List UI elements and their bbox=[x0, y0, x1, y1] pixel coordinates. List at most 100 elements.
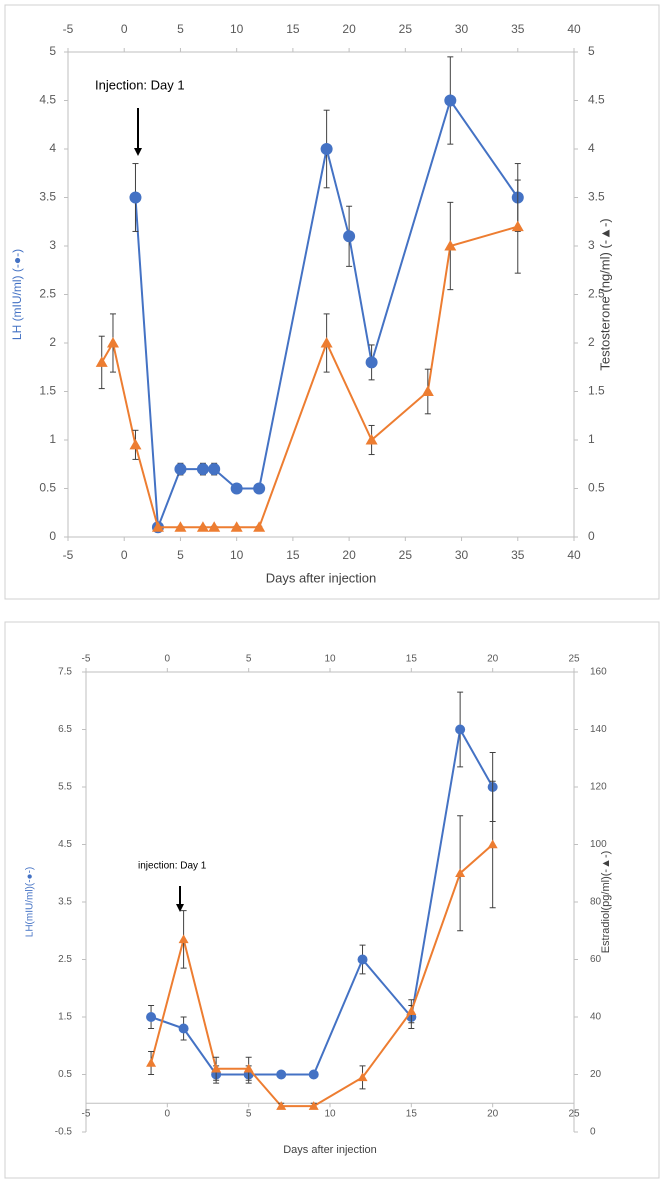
x2-tick-label: 20 bbox=[342, 22, 356, 36]
data-point bbox=[444, 240, 457, 251]
series-line bbox=[134, 98, 519, 528]
y-tick-label: 5.5 bbox=[58, 782, 72, 793]
y-tick-label: 4.5 bbox=[58, 839, 72, 850]
y2-tick-label: 4 bbox=[588, 141, 595, 155]
x-tick-label: 5 bbox=[177, 548, 184, 562]
y-tick-label: 0 bbox=[49, 529, 56, 543]
y2-tick-label: 20 bbox=[590, 1069, 602, 1080]
y2-tick-label: 40 bbox=[590, 1012, 602, 1023]
data-point bbox=[455, 724, 466, 735]
data-point bbox=[444, 94, 457, 107]
y2-tick-label: 0.5 bbox=[588, 481, 605, 495]
x-tick-label: 25 bbox=[399, 548, 413, 562]
series-line bbox=[150, 726, 494, 1076]
data-point bbox=[357, 1072, 368, 1082]
x2-tick-label: 40 bbox=[567, 22, 581, 36]
x-tick-label: -5 bbox=[63, 548, 74, 562]
x-tick-label: 20 bbox=[487, 1109, 499, 1120]
x2-tick-label: 35 bbox=[511, 22, 525, 36]
x2-tick-label: -5 bbox=[63, 22, 74, 36]
data-point bbox=[308, 1069, 319, 1080]
data-point bbox=[211, 1063, 222, 1073]
data-point bbox=[146, 1012, 157, 1022]
y2-tick-label: 3 bbox=[588, 238, 595, 252]
data-point bbox=[320, 143, 333, 155]
arrow-head bbox=[134, 148, 142, 156]
data-point bbox=[208, 521, 221, 532]
annotation: Injection: Day 1 bbox=[95, 77, 185, 92]
x-tick-label: 10 bbox=[230, 548, 244, 562]
y-tick-label: 4 bbox=[49, 141, 56, 155]
x-tick-label: 0 bbox=[165, 1109, 171, 1120]
data-point bbox=[357, 954, 368, 965]
data-point bbox=[455, 868, 466, 877]
data-point bbox=[276, 1101, 287, 1110]
y-axis-label: LH (mIU/ml) (-●-) bbox=[10, 249, 24, 340]
x2-tick-label: -5 bbox=[82, 654, 91, 665]
x-tick-label: 15 bbox=[406, 1109, 418, 1120]
x-tick-label: -5 bbox=[82, 1109, 91, 1120]
arrow-head bbox=[176, 904, 184, 912]
x-axis-label: Days after injection bbox=[266, 570, 377, 585]
data-point bbox=[146, 1058, 157, 1067]
x2-tick-label: 25 bbox=[399, 22, 413, 36]
data-point bbox=[151, 521, 164, 532]
y-tick-label: 2.5 bbox=[39, 287, 56, 301]
data-point bbox=[276, 1069, 287, 1080]
x-tick-label: 35 bbox=[511, 548, 525, 562]
y-tick-label: 2 bbox=[49, 335, 56, 349]
x2-tick-label: 5 bbox=[177, 22, 184, 36]
y-tick-label: 7.5 bbox=[58, 667, 72, 678]
y2-tick-label: 3.5 bbox=[588, 190, 605, 204]
x-tick-label: 5 bbox=[246, 1109, 252, 1120]
data-point bbox=[178, 934, 189, 944]
y-tick-label: 1.5 bbox=[39, 384, 56, 398]
x2-tick-label: 15 bbox=[406, 654, 418, 665]
data-point bbox=[129, 191, 142, 204]
y-tick-label: 3 bbox=[49, 238, 56, 252]
data-point bbox=[320, 337, 333, 348]
y2-tick-label: 2.5 bbox=[588, 287, 605, 301]
panel-frame bbox=[4, 4, 660, 600]
data-point bbox=[106, 337, 119, 348]
x2-tick-label: 15 bbox=[286, 22, 300, 36]
data-point bbox=[308, 1101, 319, 1110]
data-point bbox=[511, 220, 524, 232]
y2-tick-label: 0 bbox=[590, 1127, 596, 1138]
panel-frame bbox=[4, 621, 660, 1179]
y-tick-label: 6.5 bbox=[58, 724, 72, 735]
data-point bbox=[243, 1063, 254, 1073]
x-tick-label: 20 bbox=[342, 548, 356, 562]
y2-axis-label: Testosterone (ng/ml) (-▲-) bbox=[597, 218, 612, 370]
y-tick-label: 0.5 bbox=[39, 481, 56, 495]
data-point bbox=[365, 356, 378, 369]
y2-tick-label: 4.5 bbox=[588, 93, 605, 107]
y2-tick-label: 120 bbox=[590, 782, 607, 793]
y2-axis-label: Estradiol(pg/ml)(-▲-) bbox=[600, 851, 612, 954]
x-axis-label: Days after injection bbox=[283, 1144, 377, 1156]
x2-tick-label: 0 bbox=[165, 654, 171, 665]
data-point bbox=[196, 463, 209, 476]
data-point bbox=[343, 230, 356, 243]
x-tick-label: 25 bbox=[568, 1109, 580, 1120]
x-tick-label: 0 bbox=[121, 548, 128, 562]
data-point bbox=[365, 434, 378, 445]
data-point bbox=[230, 521, 243, 532]
y2-tick-label: 1 bbox=[588, 432, 595, 446]
data-point bbox=[230, 482, 243, 495]
data-point bbox=[421, 385, 434, 396]
data-point bbox=[487, 839, 498, 849]
data-point bbox=[406, 1006, 417, 1015]
x-tick-label: 10 bbox=[324, 1109, 336, 1120]
y2-tick-label: 1.5 bbox=[588, 384, 605, 398]
series-line bbox=[150, 843, 494, 1108]
data-point bbox=[95, 356, 108, 367]
x2-tick-label: 0 bbox=[121, 22, 128, 36]
y-tick-label: 5 bbox=[49, 44, 56, 58]
x-tick-label: 40 bbox=[567, 548, 581, 562]
y-tick-label: 4.5 bbox=[39, 93, 56, 107]
x2-tick-label: 10 bbox=[324, 654, 336, 665]
data-point bbox=[253, 482, 266, 495]
